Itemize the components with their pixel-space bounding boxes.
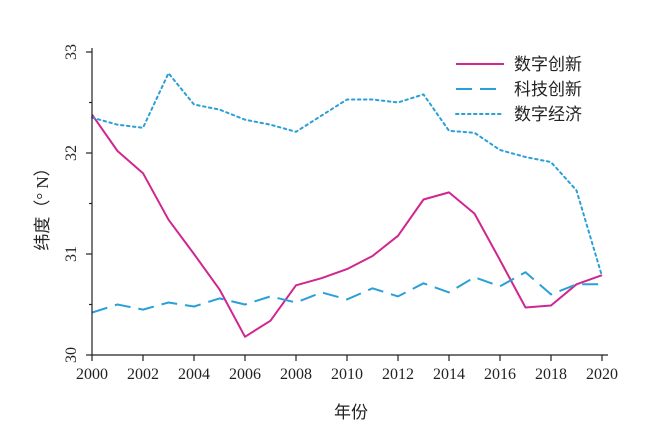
legend-label-2: 科技创新 xyxy=(514,80,582,99)
x-axis-title: 年份 xyxy=(334,403,368,422)
series-line-1 xyxy=(91,114,603,338)
x-tick-label: 2006 xyxy=(229,366,261,383)
series-line-3 xyxy=(91,72,603,278)
x-tick-label: 2012 xyxy=(382,366,414,383)
legend-label-3: 数字经济 xyxy=(514,105,582,124)
x-axis: 2000 2002 2004 2006 2008 2010 2012 2014 2016 2018… xyxy=(76,354,618,383)
x-tick-label: 2008 xyxy=(280,366,312,383)
legend-label-1: 数字创新 xyxy=(514,55,582,74)
series-line-2 xyxy=(91,271,602,314)
x-tick-label: 2002 xyxy=(127,366,159,383)
y-axis-title: 纬度（° N） xyxy=(33,159,52,250)
x-tick-label: 2004 xyxy=(178,366,210,383)
x-tick-label: 2010 xyxy=(331,366,363,383)
x-tick-label: 2020 xyxy=(586,366,618,383)
y-tick-label: 32 xyxy=(63,145,80,161)
y-tick-label: 31 xyxy=(63,246,80,262)
y-tick-label: 30 xyxy=(63,347,80,363)
y-axis: 30 31 32 33 xyxy=(63,44,93,363)
plot-area xyxy=(91,72,603,338)
x-tick-label: 2000 xyxy=(76,366,108,383)
x-tick-label: 2016 xyxy=(484,366,516,383)
x-tick-label: 2018 xyxy=(535,366,567,383)
x-tick-label: 2014 xyxy=(433,366,465,383)
y-tick-label: 33 xyxy=(63,44,80,60)
